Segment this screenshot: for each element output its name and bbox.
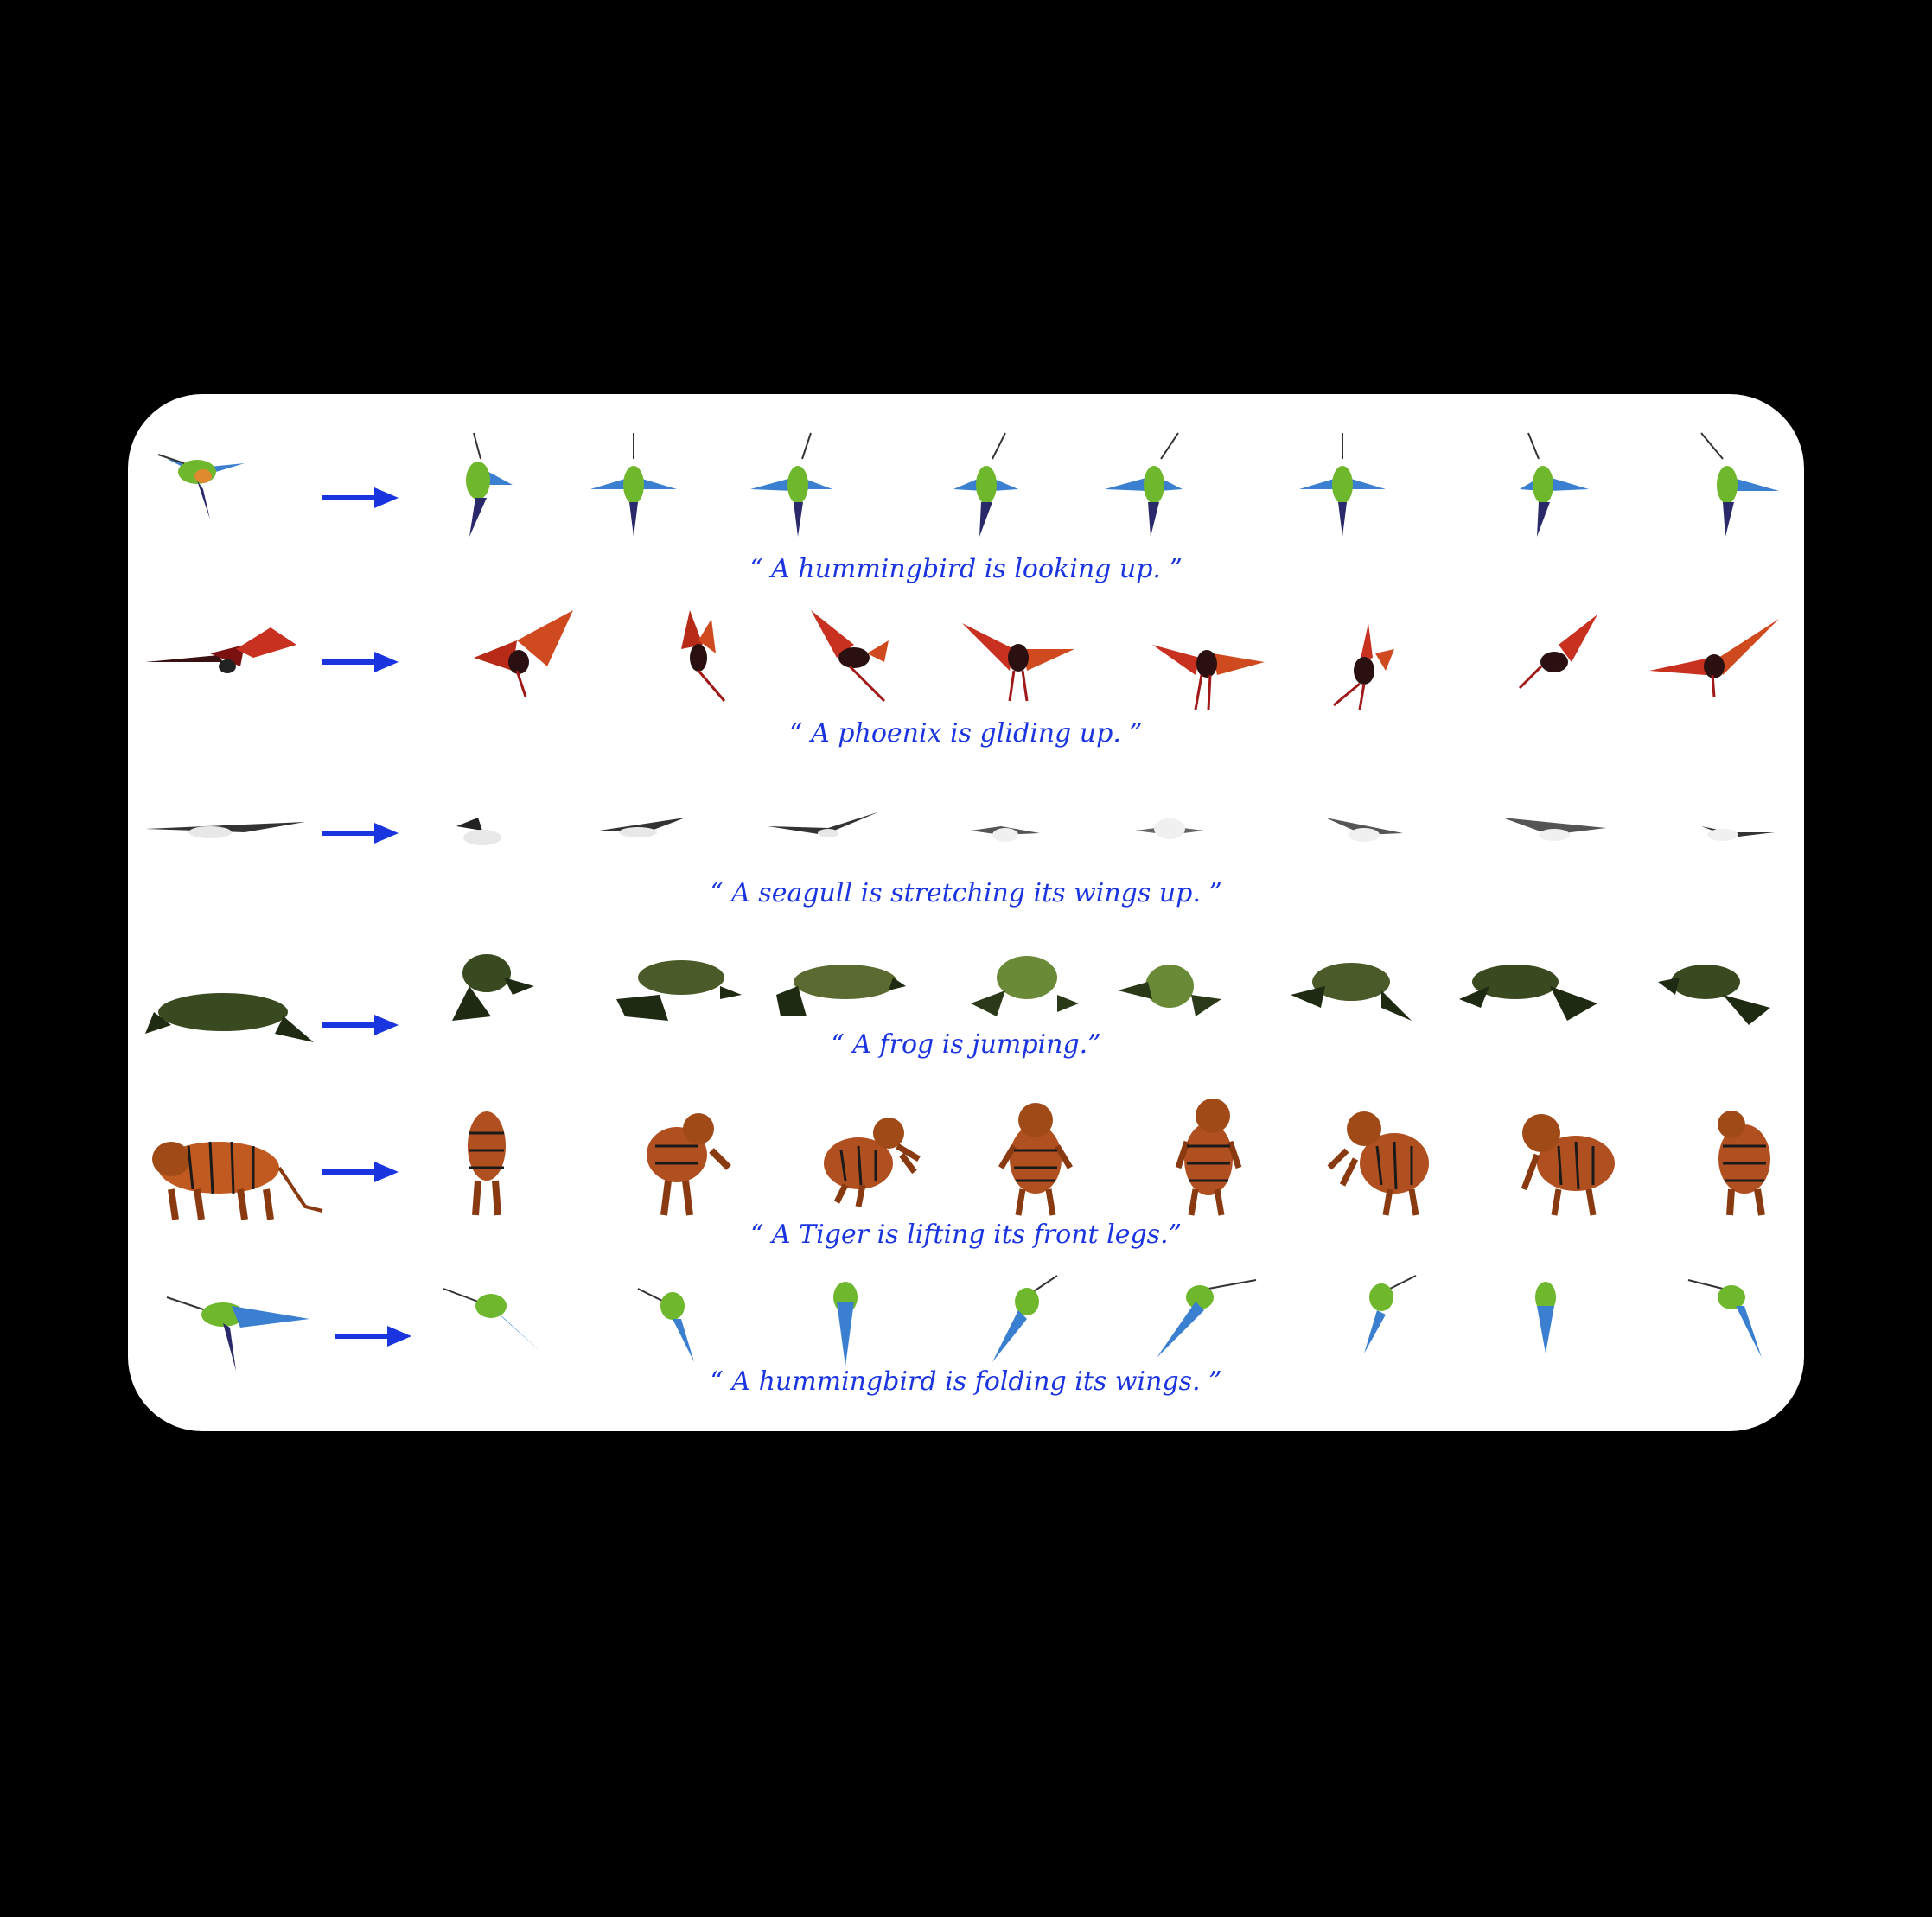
hummingbird-frame-4 — [953, 432, 1018, 537]
tiger-frame-8 — [1718, 1111, 1770, 1216]
tiger-source-image — [152, 1141, 323, 1220]
hummingbird-source-image — [166, 1296, 309, 1371]
tiger-frame-6 — [1327, 1111, 1429, 1216]
row-caption: “ A frog is jumping.” — [831, 1029, 1101, 1060]
row-hummingbird-looking-up: “ A hummingbird is looking up. ” — [128, 411, 1804, 584]
arrow-icon — [335, 1326, 411, 1347]
seagull-frame-2 — [599, 818, 685, 837]
seagull-source-image — [145, 822, 305, 838]
row-caption: “ A hummingbird is looking up. ” — [749, 554, 1183, 584]
arrow-icon — [322, 652, 399, 672]
frog-frame-5 — [1118, 965, 1221, 1016]
hummingbird-source-image — [157, 454, 245, 519]
phoenix-frame-3 — [811, 610, 889, 703]
hummingbird-frame-8 — [1687, 1279, 1762, 1358]
row-phoenix-gliding-up: “ A phoenix is gliding up. ” — [128, 602, 1804, 774]
row-seagull-stretching-wings: “ A seagull is stretching its wings up. … — [128, 787, 1804, 917]
hummingbird-frame-3 — [750, 432, 832, 537]
seagull-frame-3 — [768, 812, 880, 837]
phoenix-frame-4 — [962, 623, 1074, 702]
hummingbird-frame-1 — [443, 1288, 543, 1353]
frog-frame-8 — [1658, 965, 1770, 1025]
seagull-frame-8 — [1701, 826, 1775, 841]
row-frog-jumping: “ A frog is jumping.” — [128, 926, 1804, 1099]
tiger-frame-5 — [1175, 1099, 1242, 1216]
phoenix-frame-5 — [1152, 645, 1265, 710]
hummingbird-frame-6 — [1364, 1275, 1417, 1353]
row-hummingbird-folding-wings: “ A hummingbird is folding its wings. ” — [128, 1254, 1804, 1427]
phoenix-frame-2 — [681, 610, 726, 702]
row-caption: “ A Tiger is lifting its front legs.” — [750, 1220, 1182, 1250]
row-tiger-lifting-legs: “ A Tiger is lifting its front legs.” — [128, 1086, 1804, 1276]
tiger-frame-7 — [1521, 1114, 1615, 1216]
tiger-frame-4 — [998, 1103, 1074, 1216]
hummingbird-frame-5 — [1157, 1279, 1257, 1358]
hummingbird-frame-2 — [637, 1288, 694, 1362]
arrow-icon — [322, 1162, 399, 1182]
row-caption: “ A phoenix is gliding up. ” — [789, 718, 1143, 748]
phoenix-frame-7 — [1518, 615, 1597, 690]
hummingbird-frame-2 — [590, 433, 677, 537]
frog-frame-3 — [776, 965, 906, 1016]
frog-source-image — [145, 993, 314, 1042]
hummingbird-frame-3 — [833, 1282, 858, 1366]
frog-frame-6 — [1291, 963, 1412, 1021]
phoenix-frame-6 — [1333, 623, 1394, 710]
tiger-frame-2 — [647, 1113, 731, 1216]
phoenix-source-image — [145, 627, 296, 673]
arrow-icon — [322, 1015, 399, 1035]
arrow-icon — [322, 487, 399, 508]
hummingbird-frame-5 — [1105, 432, 1183, 537]
hummingbird-frame-4 — [992, 1275, 1058, 1362]
tiger-frame-1 — [468, 1111, 506, 1216]
row-caption: “ A hummingbird is folding its wings. ” — [710, 1366, 1222, 1397]
seagull-frame-7 — [1502, 818, 1606, 841]
hummingbird-frame-6 — [1299, 433, 1386, 537]
phoenix-frame-1 — [474, 610, 573, 697]
hummingbird-frame-1 — [466, 432, 513, 537]
arrow-icon — [322, 823, 399, 844]
seagull-frame-4 — [971, 826, 1040, 842]
phoenix-frame-8 — [1649, 619, 1779, 697]
seagull-frame-6 — [1325, 818, 1403, 842]
frog-frame-1 — [452, 954, 534, 1021]
figure-card: “ A hummingbird is looking up. ” — [128, 394, 1804, 1431]
frog-frame-7 — [1459, 965, 1597, 1021]
seagull-frame-1 — [456, 818, 501, 845]
tiger-frame-3 — [824, 1118, 921, 1207]
hummingbird-frame-7 — [1520, 432, 1589, 537]
hummingbird-frame-8 — [1700, 432, 1779, 537]
row-caption: “ A seagull is stretching its wings up. … — [710, 878, 1222, 908]
frog-frame-2 — [616, 960, 742, 1021]
hummingbird-frame-7 — [1535, 1282, 1556, 1353]
frog-frame-4 — [971, 956, 1079, 1016]
seagull-frame-5 — [1135, 818, 1204, 839]
